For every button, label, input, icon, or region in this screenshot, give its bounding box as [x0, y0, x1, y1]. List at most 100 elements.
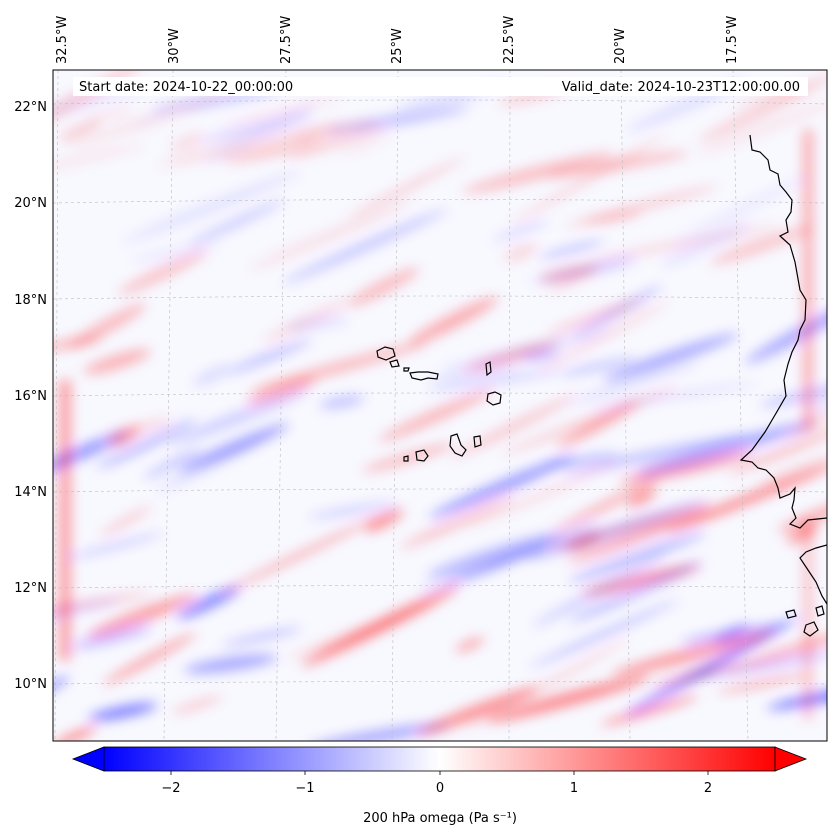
- lon-label-30w: 30°W: [167, 28, 182, 64]
- africa-coastline: [739, 134, 827, 529]
- omega-streak: [544, 151, 690, 178]
- omega-streak: [282, 209, 448, 284]
- map-frame: [52, 69, 828, 742]
- omega-streak: [66, 532, 164, 559]
- island-sao-nicolau: [409, 371, 439, 381]
- lat-label-16n: 16°N: [14, 389, 47, 404]
- omega-streak: [87, 594, 197, 638]
- omega-streak: [176, 586, 241, 619]
- omega-streak: [285, 316, 349, 331]
- gridline-lat-16n: [53, 392, 827, 397]
- omega-streak: [466, 638, 630, 730]
- omega-streak: [603, 333, 738, 382]
- colorbar-body: [103, 746, 776, 772]
- omega-streak: [53, 337, 103, 355]
- omega-streak: [418, 547, 547, 593]
- island-boa-vista: [486, 391, 502, 406]
- island-sao-vicente: [389, 359, 400, 368]
- gridline-lon-27-5w: [275, 70, 287, 741]
- gridlines: [53, 70, 827, 741]
- omega-streak: [53, 431, 129, 482]
- omega-streak: [759, 376, 827, 407]
- omega-streak: [808, 399, 827, 411]
- colorbar-extend-low: [71, 746, 105, 772]
- colorbar-extend-high: [774, 746, 808, 772]
- omega-streak: [417, 686, 539, 736]
- island-santo-antao: [376, 346, 396, 361]
- omega-streak: [100, 506, 152, 537]
- omega-streak: [569, 560, 704, 624]
- lon-label-32-5w: 32.5°W: [55, 16, 70, 64]
- omega-streak: [53, 726, 97, 741]
- omega-streak: [159, 123, 345, 166]
- gridline-lat-10n: [53, 681, 827, 685]
- omega-streak: [53, 676, 70, 702]
- omega-streak: [666, 460, 827, 534]
- start-date-text: Start date: 2024-10-22_00:00:00: [79, 80, 293, 95]
- colorbar-tick-minus2: −2: [161, 781, 180, 796]
- omega-streak: [143, 448, 202, 479]
- island-sal: [485, 361, 492, 377]
- omega-streak: [58, 120, 102, 141]
- omega-streak: [221, 627, 302, 647]
- gridline-lat-20n: [53, 199, 827, 204]
- omega-streak: [538, 301, 670, 372]
- colorbar-tick-2: 2: [704, 781, 712, 796]
- lon-label-17-5w: 17.5°W: [725, 16, 740, 64]
- lon-label-20w: 20°W: [613, 28, 628, 64]
- omega-streak: [249, 199, 414, 270]
- island-bissagos-2: [815, 605, 825, 617]
- omega-streak: [428, 369, 565, 392]
- omega-streak: [378, 389, 494, 442]
- colorbar-ticks: [170, 771, 709, 775]
- island-bissagos-3: [785, 609, 797, 619]
- gridline-lon-32-5w: [54, 70, 59, 741]
- omega-streak: [560, 434, 748, 475]
- omega-streak: [156, 429, 279, 493]
- omega-streak: [221, 515, 381, 594]
- omega-streak: [325, 108, 469, 133]
- lat-label-18n: 18°N: [14, 293, 47, 308]
- omega-streak: [451, 395, 576, 459]
- colorbar-tick-1: 1: [570, 781, 578, 796]
- omega-streak: [408, 297, 499, 345]
- omega-streak: [428, 363, 523, 383]
- omega-streak: [503, 243, 538, 262]
- omega-streak: [200, 114, 314, 143]
- omega-streak: [102, 632, 197, 685]
- omega-streak: [493, 220, 549, 241]
- omega-streak: [767, 680, 827, 710]
- omega-streak: [777, 499, 827, 533]
- omega-streak: [193, 365, 231, 386]
- gridline-lon-25w: [391, 70, 399, 741]
- omega-streak: [660, 221, 751, 267]
- omega-streak: [168, 389, 308, 446]
- omega-streak: [170, 132, 206, 151]
- lon-label-22-5w: 22.5°W: [502, 16, 517, 64]
- omega-streak: [86, 108, 133, 120]
- omega-streak: [223, 140, 321, 164]
- omega-streak: [553, 476, 661, 533]
- omega-streak: [548, 502, 714, 551]
- latitude-labels: 22°N 20°N 18°N 16°N 14°N 12°N 10°N: [14, 100, 47, 692]
- omega-streak: [611, 632, 775, 676]
- gridline-lon-22-5w: [508, 70, 511, 741]
- omega-streak: [569, 531, 707, 583]
- omega-streak: [83, 349, 151, 374]
- omega-streak: [319, 395, 365, 409]
- gridline-lat-22n: [53, 99, 827, 105]
- omega-streak: [308, 502, 397, 519]
- omega-streak: [286, 603, 438, 660]
- gridline-lon-20w: [620, 70, 631, 741]
- omega-streak: [745, 288, 827, 364]
- longitude-labels: 32.5°W 30°W 27.5°W 25°W 22.5°W 20°W 17.5…: [55, 16, 740, 64]
- omega-streak: [600, 695, 698, 726]
- map-panel: Start date: 2024-10-22_00:00:00 Valid_da…: [52, 69, 828, 742]
- omega-streak: [727, 426, 827, 475]
- omega-streak: [531, 555, 666, 628]
- omega-field: [53, 70, 827, 741]
- omega-streak: [307, 723, 451, 741]
- omega-streak: [522, 351, 561, 361]
- island-maio: [473, 435, 482, 448]
- omega-streak: [348, 157, 465, 219]
